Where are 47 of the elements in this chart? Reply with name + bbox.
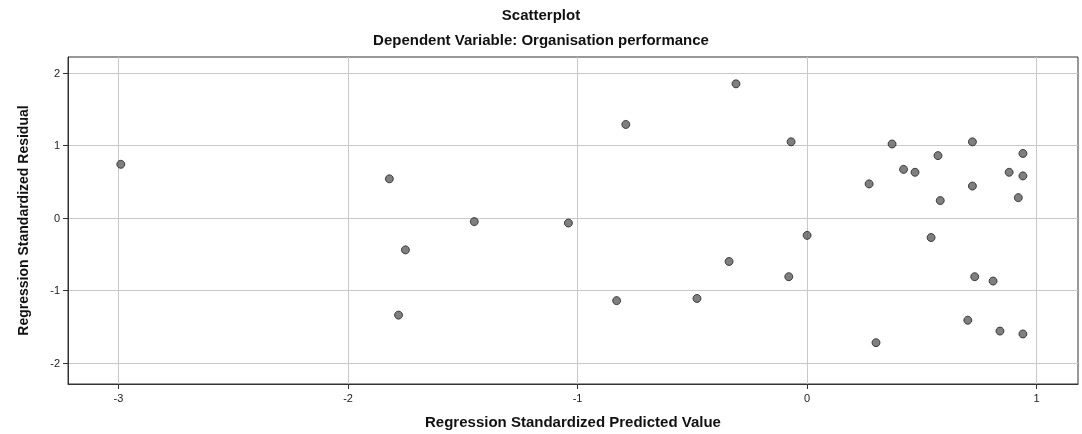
point — [116, 159, 126, 169]
point — [864, 179, 874, 189]
point — [1018, 148, 1028, 158]
point — [926, 233, 936, 243]
x-axis-title: Regression Standardized Predicted Value — [425, 413, 721, 430]
x-tick-label: -2 — [343, 391, 353, 404]
point — [995, 326, 1005, 336]
y-tick-label: 1 — [53, 139, 60, 152]
point — [963, 315, 973, 325]
x-tick-label: -3 — [113, 391, 124, 404]
point — [384, 174, 394, 184]
point — [1018, 329, 1028, 339]
point — [967, 181, 977, 191]
point — [970, 272, 980, 282]
point — [910, 167, 920, 177]
point — [935, 196, 945, 206]
point — [731, 79, 741, 89]
y-tick-label: -2 — [50, 356, 60, 369]
point — [967, 137, 977, 147]
y-tick-label: -1 — [50, 284, 60, 297]
point — [692, 293, 702, 303]
point — [784, 272, 794, 282]
y-tick-label: 0 — [53, 211, 60, 224]
point — [887, 139, 897, 149]
point — [786, 137, 796, 147]
point — [621, 119, 631, 129]
point — [563, 218, 573, 228]
point — [933, 151, 943, 161]
point — [899, 164, 909, 174]
y-tick-label: 2 — [53, 66, 60, 79]
point — [400, 245, 410, 255]
x-tick-label: 1 — [1033, 391, 1040, 404]
point — [1013, 193, 1023, 203]
point — [724, 256, 734, 266]
point — [802, 230, 812, 240]
chart-title: Scatterplot — [501, 6, 581, 23]
point — [612, 296, 622, 306]
point — [988, 276, 998, 286]
point — [394, 310, 404, 320]
point — [1018, 171, 1028, 181]
y-axis-title: Regression Standardized Residual — [15, 105, 31, 336]
x-tick-label: -1 — [572, 391, 583, 404]
point — [469, 217, 479, 227]
point — [871, 338, 881, 348]
point — [1004, 167, 1014, 177]
x-tick-label: 0 — [804, 391, 811, 404]
chart-subtitle: Dependent Variable: Organisation performance — [373, 31, 709, 48]
